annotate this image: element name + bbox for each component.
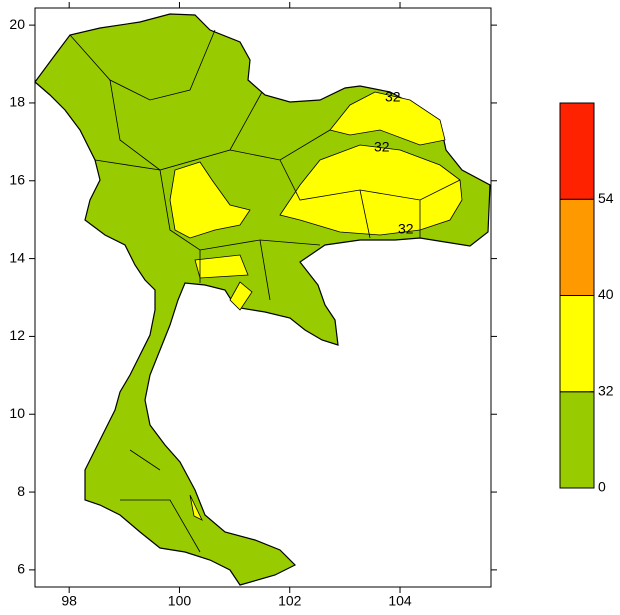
contour-area: [329, 91, 446, 146]
x-tick-label: 100: [168, 593, 192, 609]
contour-area: [194, 254, 249, 279]
contour-area: [279, 144, 463, 236]
colorbar-segment: [559, 295, 595, 393]
border: [94, 159, 321, 251]
y-tick-label: 20: [9, 16, 25, 32]
y-tick-label: 16: [9, 171, 25, 187]
contour-area: [169, 161, 251, 239]
contour-area: [189, 494, 203, 521]
x-tick-label: 104: [388, 593, 412, 609]
border: [199, 189, 421, 301]
y-tick-label: 8: [17, 483, 25, 499]
contour-label: 32: [374, 139, 390, 155]
contour-label: 32: [398, 221, 414, 237]
province-borders: [69, 29, 461, 553]
x-tick-label: 98: [61, 593, 77, 609]
contour-area: [229, 281, 253, 311]
contour-label: 32: [385, 89, 401, 105]
y-tick-label: 6: [17, 561, 25, 577]
border: [69, 29, 216, 101]
x-tick-label: 102: [278, 593, 302, 609]
y-tick-label: 18: [9, 94, 25, 110]
y-tick-label: 10: [9, 405, 25, 421]
colorbar-segment: [559, 102, 595, 200]
border: [120, 334, 201, 553]
colorbar-label: 0: [598, 479, 606, 495]
colorbar-segment: [559, 198, 595, 296]
contour-areas: [169, 91, 463, 521]
colorbar-label: 32: [598, 382, 614, 398]
y-tick-label: 12: [9, 327, 25, 343]
y-tick-label: 14: [9, 249, 25, 265]
colorbar-label: 54: [598, 190, 614, 206]
colorbar-label: 40: [598, 286, 614, 302]
colorbar-segment: [559, 391, 595, 489]
